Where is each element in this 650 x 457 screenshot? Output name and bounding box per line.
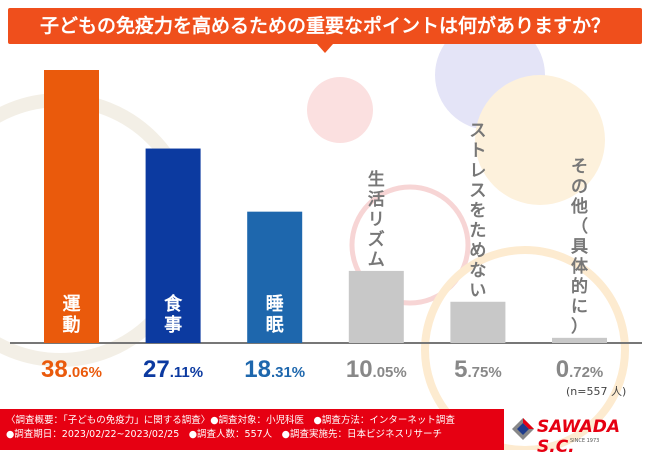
- company-logo: SAWADA S.C. SINCE 1973: [512, 414, 647, 457]
- survey-footer: 〈調査概要：「子どもの免疫力」に関する調査〉●調査対象：小児科医 ●調査方法：イ…: [0, 409, 504, 450]
- category-label: 食事: [163, 293, 183, 336]
- chart-title: 子どもの免疫力を高めるための重要なポイントは何がありますか？: [8, 8, 642, 44]
- value-label: 18.31%: [244, 356, 305, 383]
- bar: [348, 270, 404, 343]
- bar: [247, 211, 303, 343]
- category-label: その他（具体的に）: [570, 157, 589, 337]
- sample-size-note: (n=557 人): [566, 385, 627, 398]
- category-label: 運動: [63, 294, 81, 336]
- value-label: 10.05%: [346, 356, 407, 383]
- footer-line-1: 〈調査概要：「子どもの免疫力」に関する調査〉●調査対象：小児科医 ●調査方法：イ…: [6, 415, 455, 426]
- footer-line-2: ●調査期日：2023/02/22~2023/02/25 ●調査人数：557人 ●…: [6, 429, 442, 440]
- logo-diamond-icon: [512, 418, 534, 440]
- bar: [552, 337, 607, 343]
- value-label: 38.06%: [41, 356, 102, 383]
- bar: [44, 70, 99, 343]
- category-label: 睡眠: [266, 294, 284, 336]
- logo-text: SAWADA S.C.: [537, 417, 621, 457]
- value-label: 5.75%: [454, 356, 502, 383]
- bar: [145, 148, 201, 343]
- title-pointer: [317, 44, 333, 53]
- logo-since: SINCE 1973: [570, 438, 600, 444]
- value-label: 27.11%: [143, 356, 203, 383]
- category-label: 生活リズム: [368, 169, 385, 270]
- value-label: 0.72%: [556, 356, 604, 383]
- bar-chart: 運動 38.06% 食事 27.11% 睡眠 18.31% 生活リズム 10.05% ストレスを…: [10, 70, 642, 383]
- category-label: ストレスをためない: [469, 121, 486, 301]
- bar: [450, 301, 506, 343]
